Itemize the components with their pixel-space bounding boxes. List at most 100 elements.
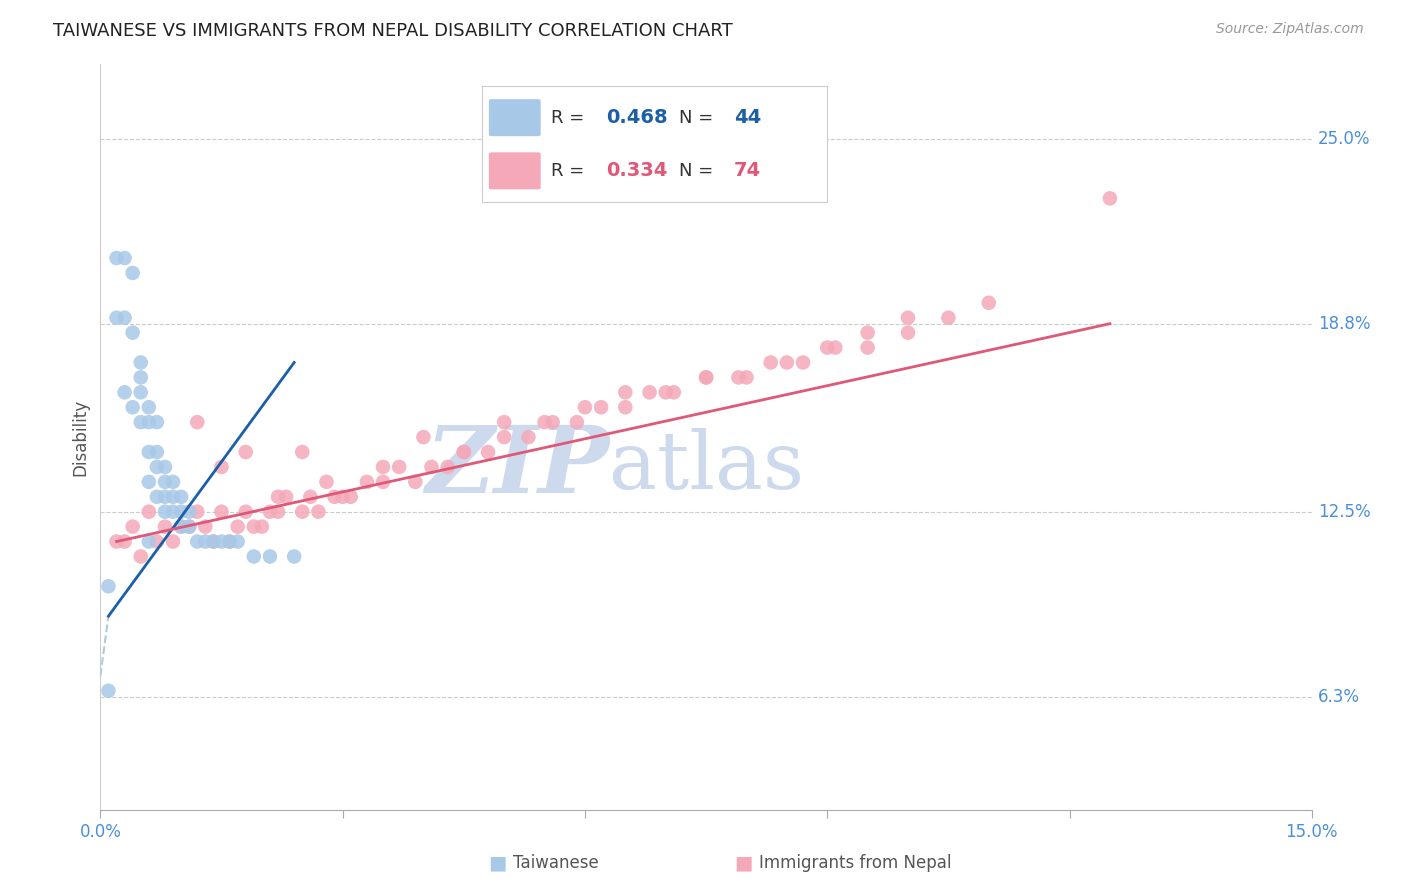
Point	[153, 475, 176, 489]
Point	[146, 415, 169, 429]
Point	[453, 445, 475, 459]
Point	[114, 385, 136, 400]
Point	[388, 459, 411, 474]
Point	[146, 490, 169, 504]
Point	[235, 505, 257, 519]
Point	[138, 401, 160, 415]
Point	[129, 549, 152, 564]
Point	[371, 459, 394, 474]
Point	[727, 370, 749, 384]
Text: Taiwanese: Taiwanese	[513, 855, 599, 872]
Point	[146, 459, 169, 474]
Point	[494, 430, 516, 444]
Point	[138, 505, 160, 519]
Point	[267, 505, 290, 519]
Point	[436, 459, 458, 474]
Text: Source: ZipAtlas.com: Source: ZipAtlas.com	[1216, 22, 1364, 37]
Point	[274, 490, 297, 504]
Point	[105, 310, 128, 325]
Point	[299, 490, 322, 504]
Point	[356, 475, 378, 489]
Point	[517, 430, 540, 444]
Point	[371, 475, 394, 489]
Point	[179, 505, 201, 519]
Text: ■: ■	[734, 854, 752, 872]
Point	[323, 490, 346, 504]
Point	[267, 490, 290, 504]
Text: TAIWANESE VS IMMIGRANTS FROM NEPAL DISABILITY CORRELATION CHART: TAIWANESE VS IMMIGRANTS FROM NEPAL DISAB…	[53, 22, 733, 40]
Point	[654, 385, 676, 400]
Point	[856, 341, 879, 355]
Point	[162, 475, 184, 489]
Point	[243, 549, 266, 564]
Point	[977, 295, 1000, 310]
Point	[250, 519, 273, 533]
Point	[211, 505, 233, 519]
Point	[218, 534, 240, 549]
Point	[162, 505, 184, 519]
Point	[179, 519, 201, 533]
Point	[591, 401, 613, 415]
Point	[138, 475, 160, 489]
Point	[897, 310, 920, 325]
Point	[202, 534, 225, 549]
Point	[153, 490, 176, 504]
Point	[695, 370, 717, 384]
Point	[494, 415, 516, 429]
Point	[138, 415, 160, 429]
Point	[170, 519, 193, 533]
Point	[259, 549, 281, 564]
Point	[412, 430, 434, 444]
Point	[1098, 191, 1121, 205]
Point	[259, 505, 281, 519]
Point	[179, 519, 201, 533]
Point	[114, 251, 136, 265]
Point	[170, 490, 193, 504]
Point	[121, 266, 143, 280]
Point	[121, 326, 143, 340]
Point	[162, 534, 184, 549]
Point	[129, 415, 152, 429]
Point	[776, 355, 799, 369]
Text: 6.3%: 6.3%	[1317, 688, 1360, 706]
Point	[638, 385, 661, 400]
Point	[121, 401, 143, 415]
Point	[211, 459, 233, 474]
Point	[565, 415, 588, 429]
Text: ZIP: ZIP	[425, 422, 609, 512]
Point	[138, 445, 160, 459]
Point	[121, 519, 143, 533]
Point	[533, 415, 555, 429]
Point	[114, 310, 136, 325]
Point	[146, 445, 169, 459]
Text: 25.0%: 25.0%	[1317, 129, 1371, 148]
Point	[211, 534, 233, 549]
Point	[856, 326, 879, 340]
Point	[315, 475, 337, 489]
Point	[291, 445, 314, 459]
Point	[194, 534, 217, 549]
Point	[170, 505, 193, 519]
Point	[105, 251, 128, 265]
Point	[404, 475, 426, 489]
Point	[938, 310, 960, 325]
Point	[897, 326, 920, 340]
Y-axis label: Disability: Disability	[72, 399, 89, 475]
Point	[194, 519, 217, 533]
Point	[420, 459, 443, 474]
Point	[614, 385, 637, 400]
Point	[202, 534, 225, 549]
Point	[695, 370, 717, 384]
Point	[114, 534, 136, 549]
Point	[153, 505, 176, 519]
Text: 18.8%: 18.8%	[1317, 315, 1371, 333]
Text: Immigrants from Nepal: Immigrants from Nepal	[759, 855, 952, 872]
Point	[146, 534, 169, 549]
Point	[170, 519, 193, 533]
Point	[662, 385, 685, 400]
Point	[138, 534, 160, 549]
Point	[735, 370, 758, 384]
Point	[129, 385, 152, 400]
Point	[97, 579, 120, 593]
Point	[226, 534, 249, 549]
